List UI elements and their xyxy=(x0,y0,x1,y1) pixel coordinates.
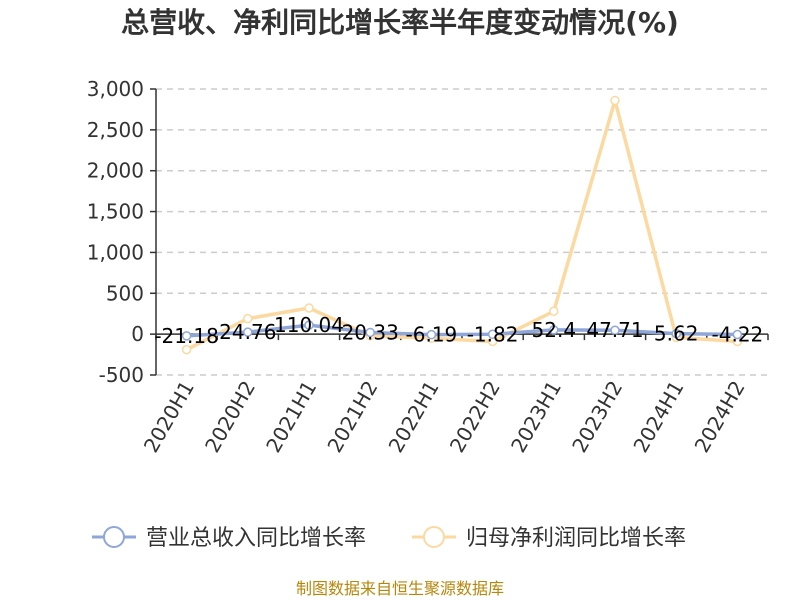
x-tick-label: 2023H1 xyxy=(506,377,566,457)
data-source-note: 制图数据来自恒生聚源数据库 xyxy=(296,579,504,598)
legend-swatch-profit-marker xyxy=(423,526,445,548)
data-point-profit[interactable] xyxy=(243,313,253,324)
data-point-profit[interactable] xyxy=(549,306,559,317)
x-tick-label: 2021H2 xyxy=(322,377,382,457)
data-point-profit[interactable] xyxy=(304,303,314,313)
y-tick-label: 1,000 xyxy=(87,240,144,264)
x-axis: 2020H1 2020H2 2021H1 2021H2 2022H1 2022H2 2023… xyxy=(139,333,769,457)
data-point-revenue[interactable] xyxy=(304,320,314,330)
data-point-revenue[interactable] xyxy=(549,325,559,335)
legend-label-profit: 归母净利润同比增长率 xyxy=(466,526,686,551)
y-tick-label: 2,500 xyxy=(87,118,144,142)
y-tick-label: 3,000 xyxy=(87,77,144,101)
chart-title: 总营收、净利同比增长率半年度变动情况(%) xyxy=(121,6,679,39)
data-label: -4.22 xyxy=(712,322,764,346)
data-label: -1.82 xyxy=(467,322,519,346)
data-label: 52.4 xyxy=(532,318,577,342)
legend: 营业总收入同比增长率 归母净利润同比增长率 xyxy=(92,526,686,551)
data-point-revenue[interactable] xyxy=(732,329,743,340)
legend-label-revenue: 营业总收入同比增长率 xyxy=(146,526,366,551)
series-lines xyxy=(181,95,743,355)
y-tick-label: -500 xyxy=(99,363,144,387)
data-label: -21.18 xyxy=(154,324,218,348)
x-tick-label: 2023H2 xyxy=(567,377,627,457)
x-tick-label: 2021H1 xyxy=(261,377,321,457)
data-label: 110.04 xyxy=(274,313,344,337)
data-label: 5.62 xyxy=(654,322,699,346)
y-axis: 3,000 2,500 2,000 1,500 1,000 500 0 -500 xyxy=(87,77,157,387)
y-tick-label: 2,000 xyxy=(87,159,144,183)
data-label: 20.33 xyxy=(342,320,399,344)
series-line-profit xyxy=(185,98,738,352)
data-label: 24.76 xyxy=(219,320,276,344)
data-point-profit[interactable] xyxy=(610,95,620,106)
data-point-revenue[interactable] xyxy=(671,328,681,339)
data-point-revenue[interactable] xyxy=(243,327,253,337)
y-tick-label: 500 xyxy=(106,281,144,305)
x-tick-label: 2020H1 xyxy=(139,377,199,457)
data-point-revenue[interactable] xyxy=(181,331,192,341)
data-label: 47.71 xyxy=(586,318,643,342)
data-point-revenue[interactable] xyxy=(610,325,620,335)
x-tick-label: 2022H1 xyxy=(384,377,444,457)
x-tick-label: 2024H1 xyxy=(628,377,688,457)
x-tick-label: 2024H2 xyxy=(690,377,750,457)
data-point-revenue[interactable] xyxy=(426,329,437,340)
y-tick-label: 1,500 xyxy=(87,200,144,224)
x-tick-label: 2020H2 xyxy=(200,377,260,457)
data-point-profit[interactable] xyxy=(181,344,192,355)
legend-item-revenue[interactable]: 营业总收入同比增长率 xyxy=(92,526,366,551)
y-tick-label: 0 xyxy=(131,322,144,346)
series-line-revenue xyxy=(186,323,738,338)
legend-swatch-revenue-marker xyxy=(103,526,125,548)
data-label: -6.19 xyxy=(406,323,458,347)
legend-item-profit[interactable]: 归母净利润同比增长率 xyxy=(412,526,686,551)
data-point-revenue[interactable] xyxy=(365,327,375,338)
x-tick-label: 2022H2 xyxy=(445,376,505,456)
data-point-revenue[interactable] xyxy=(487,329,498,340)
